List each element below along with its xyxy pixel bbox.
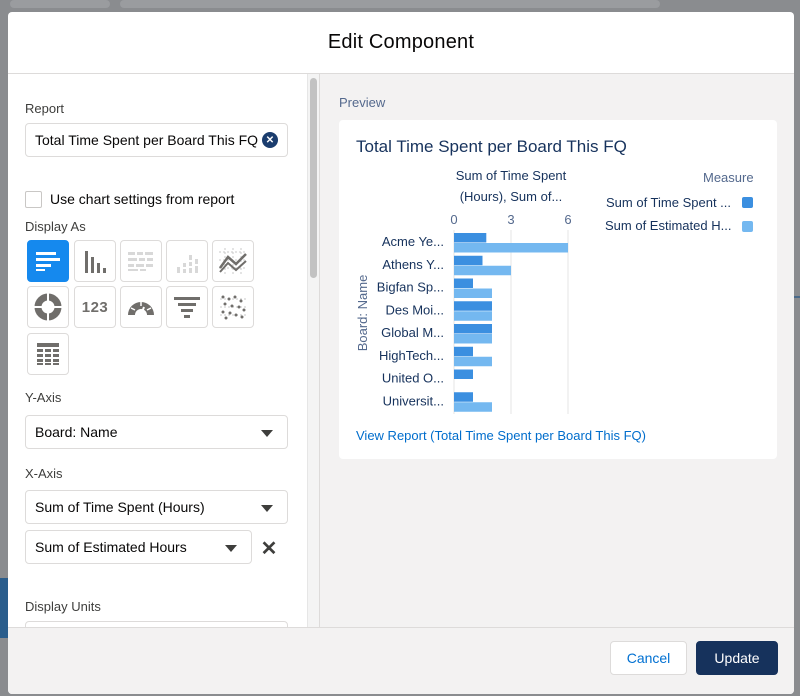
legend-swatch [742,221,753,232]
edit-component-modal: Edit Component Report Total Time Spent p… [8,12,794,694]
y-axis-label: Y-Axis [25,390,62,405]
modal-footer: Cancel Update [8,627,794,694]
chevron-down-icon [261,430,273,437]
bar-time-spent [454,392,473,402]
metric-icon: 123 [81,298,109,316]
table-icon [37,343,59,365]
y-axis-value: Board: Name [35,424,118,440]
bar-estimated-hours [454,402,492,412]
y-axis-select[interactable]: Board: Name [25,415,288,449]
display-units-label: Display Units [25,599,101,614]
legend-label: Sum of Time Spent ... [606,195,731,210]
scrollbar-thumb[interactable] [310,78,317,278]
x-axis-select-1[interactable]: Sum of Time Spent (Hours) [25,490,288,524]
bar-chart: Sum of Time Spent (Hours), Sum of... Board… [355,168,572,414]
vertical-bar-chart-button[interactable] [74,240,116,282]
x-axis-value: Sum of Estimated Hours [35,539,187,555]
funnel-chart-button[interactable] [166,286,208,328]
y-tick-label: HighTech... [379,348,444,363]
settings-panel: Report Total Time Spent per Board This F… [8,74,320,627]
background-accent [792,296,800,298]
use-chart-settings-checkbox[interactable] [25,191,42,208]
y-tick-label: Acme Ye... [382,234,444,249]
bar-estimated-hours [454,334,492,344]
background-card [120,0,660,8]
x-tick-label: 6 [564,212,571,227]
donut-chart-icon [34,293,62,321]
bar-time-spent [454,255,483,266]
clear-selection-icon[interactable]: ✕ [262,132,278,148]
stacked-vertical-bar-icon [177,255,198,273]
report-value: Total Time Spent per Board This FQ [35,132,259,148]
y-tick-label: Des Moi... [385,302,444,317]
modal-body: Report Total Time Spent per Board This F… [8,74,794,627]
y-tick-label: Global M... [381,325,444,340]
display-units-select[interactable] [25,621,288,627]
metric-chart-button[interactable]: 123 [74,286,116,328]
x-axis-label: X-Axis [25,466,63,481]
x-axis-value: Sum of Time Spent (Hours) [35,499,205,515]
table-chart-button[interactable] [27,333,69,375]
legend-title: Measure [703,170,754,185]
chevron-down-icon [261,505,273,512]
bar-time-spent [454,369,473,379]
line-chart-button[interactable] [212,240,254,282]
x-axis-title: (Hours), Sum of... [460,189,563,204]
horizontal-bar-chart-button[interactable] [27,240,69,282]
bar-estimated-hours [454,265,511,276]
cancel-button[interactable]: Cancel [610,641,687,675]
stacked-vertical-bar-chart-button[interactable] [166,240,208,282]
preview-card: Total Time Spent per Board This FQ Sum o… [339,120,777,459]
display-as-label: Display As [25,219,86,234]
bar-time-spent [454,324,492,334]
modal-header: Edit Component [8,12,794,74]
donut-chart-button[interactable] [27,286,69,328]
y-axis-title: Board: Name [355,275,370,352]
gauge-chart-button[interactable] [120,286,162,328]
legend-swatch [742,197,753,208]
gauge-icon [128,301,154,316]
background-card [10,0,110,8]
scatter-chart-icon [220,295,246,320]
report-lookup-input[interactable]: Total Time Spent per Board This FQ ✕ [25,123,288,157]
modal-title: Edit Component [327,31,475,53]
preview-panel: Preview Total Time Spent per Board This … [320,74,794,627]
stacked-horizontal-bar-icon [128,252,153,271]
bar-estimated-hours [454,356,492,367]
close-icon[interactable]: ✕ [260,538,278,560]
horizontal-bar-icon [36,252,60,271]
view-report-link[interactable]: View Report (Total Time Spent per Board … [356,428,646,443]
preview-label: Preview [339,95,386,110]
bar-time-spent [454,301,492,311]
legend-label: Sum of Estimated H... [605,218,732,233]
y-tick-label: Athens Y... [382,257,444,272]
bar-time-spent [454,278,473,288]
line-chart-icon [219,248,247,274]
vertical-bar-icon [85,251,106,273]
bar-time-spent [454,233,487,243]
x-tick-label: 0 [450,212,457,227]
bar-time-spent [454,346,473,357]
use-chart-settings-label: Use chart settings from report [50,191,235,207]
x-axis-select-2[interactable]: Sum of Estimated Hours [25,530,252,564]
report-label: Report [25,101,65,116]
bar-estimated-hours [454,311,492,321]
scatter-chart-button[interactable] [212,286,254,328]
x-tick-label: 3 [507,212,514,227]
chevron-down-icon [225,545,237,552]
bar-estimated-hours [454,243,568,253]
y-tick-label: Universit... [383,393,444,408]
bar-estimated-hours [454,288,492,298]
y-tick-label: Bigfan Sp... [377,280,444,295]
update-button[interactable]: Update [696,641,778,675]
y-tick-label: United O... [382,371,444,386]
funnel-icon [174,297,200,318]
x-axis-title: Sum of Time Spent [456,168,567,183]
card-title: Total Time Spent per Board This FQ [356,137,627,156]
stacked-horizontal-bar-chart-button[interactable] [120,240,162,282]
